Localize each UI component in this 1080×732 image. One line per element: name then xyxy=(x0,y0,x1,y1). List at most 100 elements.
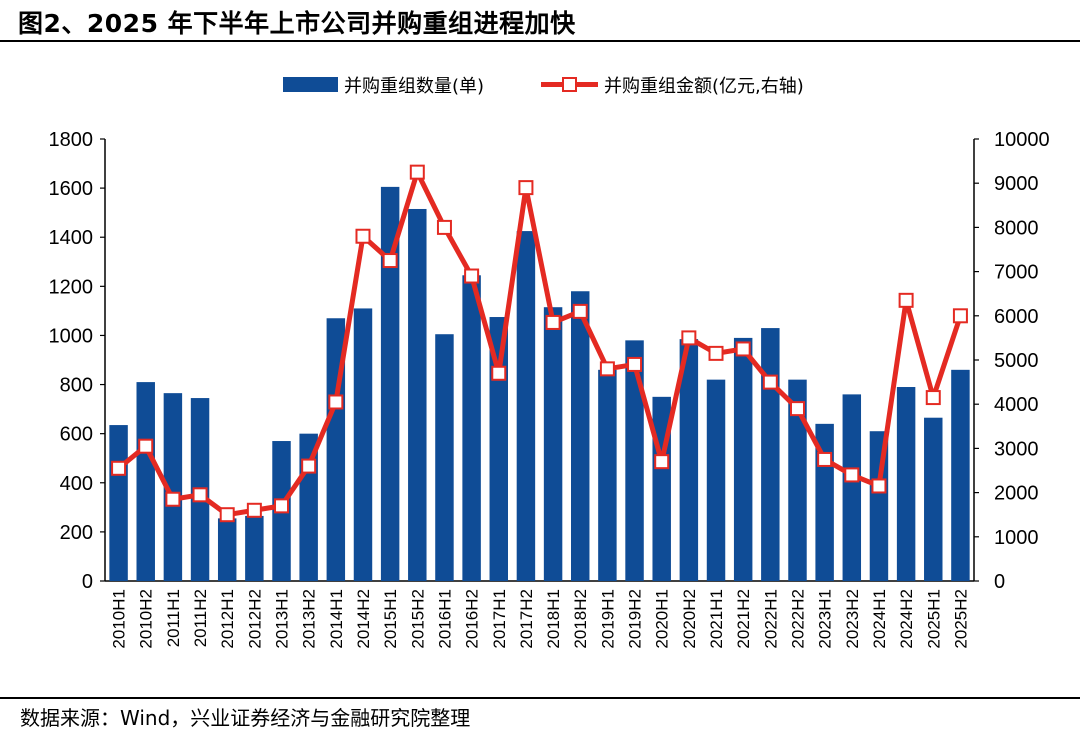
x-tick-label: 2017H2 xyxy=(517,589,536,649)
line-point xyxy=(138,438,154,454)
bar xyxy=(571,291,590,581)
y-left-tick-label: 1600 xyxy=(49,178,94,200)
chart-legend: 并购重组数量(单) 并购重组金额(亿元,右轴) xyxy=(283,76,804,97)
x-tick-label: 2023H1 xyxy=(816,589,835,649)
y-right-tick-label: 6000 xyxy=(994,306,1039,328)
legend-line-label: 并购重组金额(亿元,右轴) xyxy=(604,76,804,97)
line-point xyxy=(409,164,425,180)
bar xyxy=(489,317,508,581)
title-rule xyxy=(0,40,1080,42)
y-left-tick-label: 1200 xyxy=(49,276,94,298)
y-left-tick-label: 800 xyxy=(60,375,93,397)
y-left-tick-label: 400 xyxy=(60,473,93,495)
bar xyxy=(109,425,128,581)
x-tick-label: 2013H2 xyxy=(300,589,319,649)
x-tick-label: 2020H1 xyxy=(653,589,672,649)
x-tick-label: 2014H1 xyxy=(327,589,346,649)
x-tick-label: 2025H1 xyxy=(924,589,943,649)
bar xyxy=(163,393,183,581)
figure-title: 图2、2025 年下半年上市公司并购重组进程加快 xyxy=(18,9,576,38)
y-right-tick-label: 0 xyxy=(994,571,1005,593)
x-tick-label: 2012H2 xyxy=(245,589,264,649)
y-left-tick-label: 600 xyxy=(60,424,93,446)
line-point xyxy=(355,228,371,244)
line-point xyxy=(952,308,968,324)
y-right-tick-label: 9000 xyxy=(994,173,1039,195)
y-right-tick-label: 2000 xyxy=(994,483,1039,505)
y-left-tick-label: 1800 xyxy=(49,129,94,151)
legend-line-marker xyxy=(562,77,577,92)
x-tick-label: 2019H2 xyxy=(626,589,645,649)
x-tick-label: 2010H1 xyxy=(110,589,129,649)
bar xyxy=(924,417,943,581)
x-tick-label: 2017H1 xyxy=(490,589,509,649)
line-point xyxy=(925,390,941,406)
source-note: 数据来源：Wind，兴业证券经济与金融研究院整理 xyxy=(20,706,471,730)
line-point xyxy=(328,394,344,410)
legend-bar-label: 并购重组数量(单) xyxy=(344,76,484,97)
line-point xyxy=(382,253,398,269)
x-tick-label: 2016H1 xyxy=(435,589,454,649)
y-right-tick-label: 4000 xyxy=(994,394,1039,416)
y-right-tick-label: 3000 xyxy=(994,438,1039,460)
line-point xyxy=(654,454,670,470)
line-point xyxy=(762,374,778,390)
x-tick-label: 2021H1 xyxy=(707,589,726,649)
line-point xyxy=(192,487,208,503)
line-point xyxy=(491,365,507,381)
y-left-tick-label: 1000 xyxy=(49,325,94,347)
line-point xyxy=(817,451,833,467)
x-tick-label: 2024H1 xyxy=(870,589,889,649)
bar xyxy=(353,308,373,581)
x-tick-label: 2021H2 xyxy=(734,589,753,649)
line-point xyxy=(246,502,262,518)
x-tick-label: 2023H2 xyxy=(843,589,862,649)
bar xyxy=(733,337,753,581)
line-point xyxy=(735,341,751,357)
bar xyxy=(896,387,916,581)
x-tick-label: 2022H1 xyxy=(761,589,780,649)
bar xyxy=(788,379,807,581)
y-right-tick-label: 1000 xyxy=(994,527,1039,549)
bar xyxy=(951,369,970,581)
y-right-tick-label: 5000 xyxy=(994,350,1039,372)
x-tick-label: 2020H2 xyxy=(680,589,699,649)
x-tick-label: 2010H2 xyxy=(137,589,156,649)
bar xyxy=(245,515,264,581)
line-point xyxy=(871,478,887,494)
line-point xyxy=(844,467,860,483)
line-point xyxy=(301,458,317,474)
x-tick-label: 2019H1 xyxy=(598,589,617,649)
y-right-tick-label: 7000 xyxy=(994,262,1039,284)
bar xyxy=(462,275,481,581)
y-left-tick-label: 200 xyxy=(60,522,93,544)
line-point xyxy=(708,345,724,361)
y-left-tick-label: 1400 xyxy=(49,227,94,249)
amount-line xyxy=(117,169,963,518)
y-right-tick-label: 10000 xyxy=(994,129,1050,151)
x-tick-label: 2018H1 xyxy=(544,589,563,649)
bar xyxy=(706,379,726,581)
bar xyxy=(408,208,427,581)
x-tick-label: 2014H2 xyxy=(354,589,373,649)
legend-bar-swatch xyxy=(283,77,338,92)
chart-axes: 0 200 400 600 800 1000 1200 1400 1600 1800 0 1000 20… xyxy=(49,129,1050,649)
bar xyxy=(217,518,237,581)
x-tick-label: 2025H2 xyxy=(951,589,970,649)
x-tick-label: 2016H2 xyxy=(463,589,482,649)
y-right-tick-label: 8000 xyxy=(994,217,1039,239)
line-point xyxy=(111,460,127,476)
x-tick-label: 2011H2 xyxy=(191,589,210,647)
line-point xyxy=(464,268,480,284)
x-tick-label: 2013H1 xyxy=(273,589,292,649)
line-point xyxy=(274,498,290,514)
bar xyxy=(842,394,862,581)
bar xyxy=(543,307,563,581)
x-tick-label: 2015H1 xyxy=(381,589,400,649)
bar xyxy=(761,328,780,581)
line-point xyxy=(545,314,561,330)
x-tick-label: 2022H2 xyxy=(788,589,807,649)
line-point xyxy=(898,292,914,308)
bar xyxy=(136,382,155,581)
